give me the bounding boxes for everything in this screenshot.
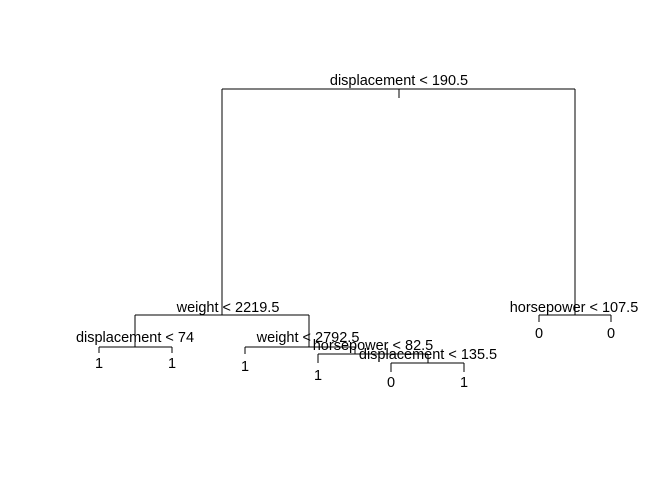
node-label-n-lrrr: displacement < 135.5 (359, 347, 497, 363)
node-label-n-ll: displacement < 74 (76, 330, 194, 346)
node-label-root: displacement < 190.5 (330, 73, 468, 89)
node-label-n-l: weight < 2219.5 (176, 300, 280, 316)
split-horsepower-107: horsepower < 107.5 0 0 (510, 300, 639, 342)
leaf-lrrr-right: 1 (460, 375, 468, 391)
leaf-lr-left: 1 (241, 359, 249, 375)
leaf-ll-right: 1 (168, 356, 176, 372)
leaf-lrrr-left: 0 (387, 375, 395, 391)
leaf-r-left: 0 (535, 326, 543, 342)
node-label-n-lrr: horsepower < 82.5 (313, 338, 434, 354)
leaf-lrr-left: 1 (314, 368, 322, 384)
node-label-n-lr: weight < 2792.5 (256, 330, 360, 346)
node-label-n-r: horsepower < 107.5 (510, 300, 639, 316)
leaf-ll-left: 1 (95, 356, 103, 372)
root-split: displacement < 190.5 (221, 73, 576, 315)
leaf-r-right: 0 (607, 326, 615, 342)
split-displacement-74: displacement < 74 1 1 (76, 330, 194, 372)
split-weight-2792: weight < 2792.5 1 (241, 330, 359, 375)
split-displacement-135: displacement < 135.5 0 1 (359, 347, 497, 391)
split-weight-2219: weight < 2219.5 (134, 300, 310, 347)
split-horsepower-82: horsepower < 82.5 1 (313, 338, 434, 384)
